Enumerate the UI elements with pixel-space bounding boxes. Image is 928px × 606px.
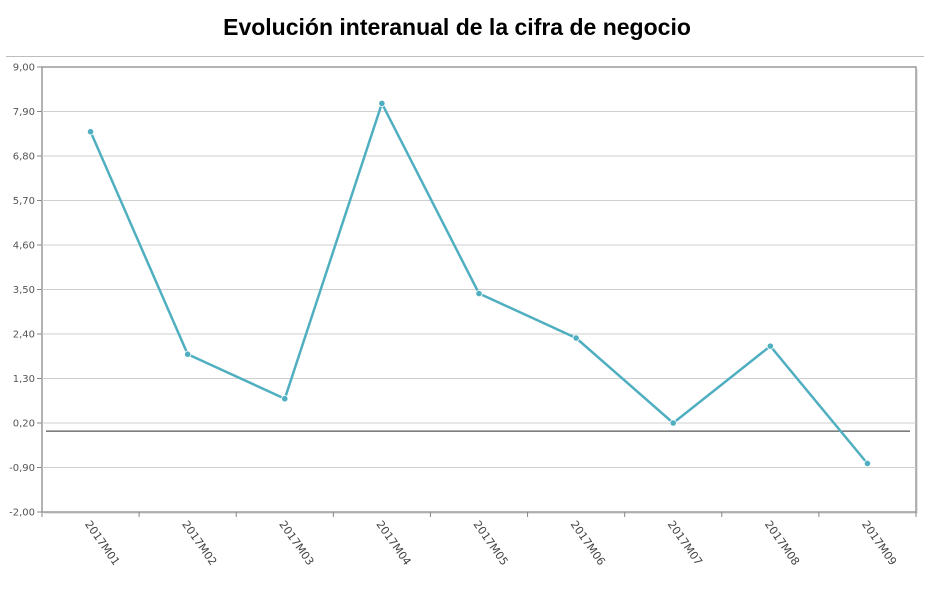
x-tick-label: 2017M03 — [276, 518, 316, 568]
data-point — [281, 395, 289, 403]
y-tick-label: 5,70 — [13, 196, 35, 207]
y-tick-label: 2,40 — [13, 330, 35, 341]
y-tick-label: 0,20 — [13, 419, 35, 430]
y-tick-label: 3,50 — [13, 285, 35, 296]
x-tick-label: 2017M04 — [373, 518, 413, 568]
x-tick-label: 2017M09 — [859, 518, 899, 568]
title-divider — [6, 56, 924, 57]
data-point — [766, 342, 774, 350]
x-tick-label: 2017M07 — [665, 518, 705, 568]
data-point — [572, 334, 580, 342]
x-tick-label: 2017M02 — [179, 518, 219, 568]
x-tick-label: 2017M08 — [762, 518, 802, 568]
x-tick-label: 2017M01 — [82, 518, 122, 568]
x-tick-label: 2017M05 — [471, 518, 511, 568]
chart-title: Evolución interanual de la cifra de nego… — [223, 14, 691, 40]
y-tick-label: -2,00 — [9, 508, 35, 519]
y-tick-label: 4,60 — [13, 241, 35, 252]
data-point — [475, 289, 483, 298]
data-point — [863, 459, 872, 468]
x-tick-label: 2017M06 — [568, 518, 608, 568]
y-tick-label: -0,90 — [9, 463, 35, 474]
data-point — [184, 350, 192, 358]
data-point — [86, 128, 95, 136]
y-tick-label: 1,30 — [13, 374, 35, 385]
data-point — [669, 419, 677, 427]
y-tick-label: 6,80 — [13, 152, 35, 163]
y-tick-label: 7,90 — [13, 107, 35, 118]
data-point — [378, 99, 386, 108]
y-tick-label: 9,00 — [13, 63, 35, 74]
